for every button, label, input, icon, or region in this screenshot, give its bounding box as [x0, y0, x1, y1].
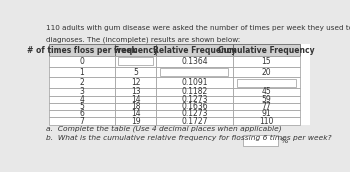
Text: 5: 5: [79, 102, 84, 111]
Bar: [160, 68, 228, 76]
Bar: [115, 45, 156, 56]
Bar: [233, 67, 300, 77]
Bar: [115, 96, 156, 103]
Bar: [115, 117, 156, 125]
Bar: [49, 45, 115, 56]
Bar: [49, 110, 115, 117]
Text: 7: 7: [79, 117, 84, 126]
Text: 0: 0: [79, 57, 84, 66]
Bar: [49, 77, 115, 88]
Text: 110: 110: [259, 117, 273, 126]
Text: 19: 19: [131, 117, 140, 126]
Bar: [49, 56, 115, 67]
Bar: [233, 45, 300, 56]
Bar: [156, 56, 233, 67]
Text: 1: 1: [79, 68, 84, 77]
Text: 0.1091: 0.1091: [181, 78, 208, 87]
Bar: [237, 79, 296, 87]
Bar: [115, 56, 156, 67]
Text: 14: 14: [131, 95, 140, 104]
Text: Cumulative Frequency: Cumulative Frequency: [218, 46, 315, 55]
Bar: [233, 110, 300, 117]
Text: 3: 3: [79, 87, 84, 96]
Bar: [115, 67, 156, 77]
Bar: [233, 77, 300, 88]
Text: 20: 20: [261, 68, 271, 77]
Bar: [49, 103, 115, 110]
Text: 45: 45: [261, 87, 271, 96]
Text: b.  What is the cumulative relative frequency for flossing 6 times per week?: b. What is the cumulative relative frequ…: [47, 135, 332, 141]
Text: 14: 14: [131, 109, 140, 118]
Bar: [49, 67, 115, 77]
Text: 15: 15: [261, 57, 271, 66]
Text: 6: 6: [79, 109, 84, 118]
Text: 0.1182: 0.1182: [181, 87, 208, 96]
Bar: [156, 67, 233, 77]
Bar: [118, 57, 153, 65]
Bar: [233, 56, 300, 67]
Text: 59: 59: [261, 95, 271, 104]
Bar: [243, 135, 278, 146]
Bar: [156, 96, 233, 103]
Bar: [156, 110, 233, 117]
Text: 0.1364: 0.1364: [181, 57, 208, 66]
Bar: [156, 103, 233, 110]
Bar: [49, 96, 115, 103]
Text: Relative Frequency: Relative Frequency: [153, 46, 236, 55]
Bar: [49, 45, 310, 125]
Text: 110 adults with gum disease were asked the number of times per week they used to: 110 adults with gum disease were asked t…: [47, 25, 350, 31]
Bar: [233, 96, 300, 103]
Bar: [156, 117, 233, 125]
Text: 91: 91: [261, 109, 271, 118]
Bar: [49, 117, 115, 125]
Bar: [233, 88, 300, 96]
Text: 2: 2: [79, 78, 84, 87]
Bar: [156, 88, 233, 96]
Bar: [156, 45, 233, 56]
Text: 12: 12: [131, 78, 140, 87]
Text: 13: 13: [131, 87, 140, 96]
Text: 5: 5: [133, 68, 138, 77]
Bar: [115, 103, 156, 110]
Bar: [156, 77, 233, 88]
Text: 0.1273: 0.1273: [181, 109, 208, 118]
Text: 0.1727: 0.1727: [181, 117, 208, 126]
Text: # of times floss per week: # of times floss per week: [27, 46, 137, 55]
Bar: [49, 88, 115, 96]
Text: 18: 18: [131, 102, 140, 111]
Text: %: %: [281, 138, 288, 144]
Bar: [115, 88, 156, 96]
Bar: [233, 103, 300, 110]
Text: 77: 77: [261, 102, 271, 111]
Text: diagnoses. The (incomplete) results are shown below:: diagnoses. The (incomplete) results are …: [47, 36, 241, 43]
Text: 4: 4: [79, 95, 84, 104]
Text: 0.1273: 0.1273: [181, 95, 208, 104]
Text: a.  Complete the table (Use 4 decimal places when applicable): a. Complete the table (Use 4 decimal pla…: [47, 125, 282, 132]
Text: 0.1636: 0.1636: [181, 102, 208, 111]
Text: Frequency: Frequency: [113, 46, 158, 55]
Bar: [115, 77, 156, 88]
Bar: [115, 110, 156, 117]
Bar: [233, 117, 300, 125]
